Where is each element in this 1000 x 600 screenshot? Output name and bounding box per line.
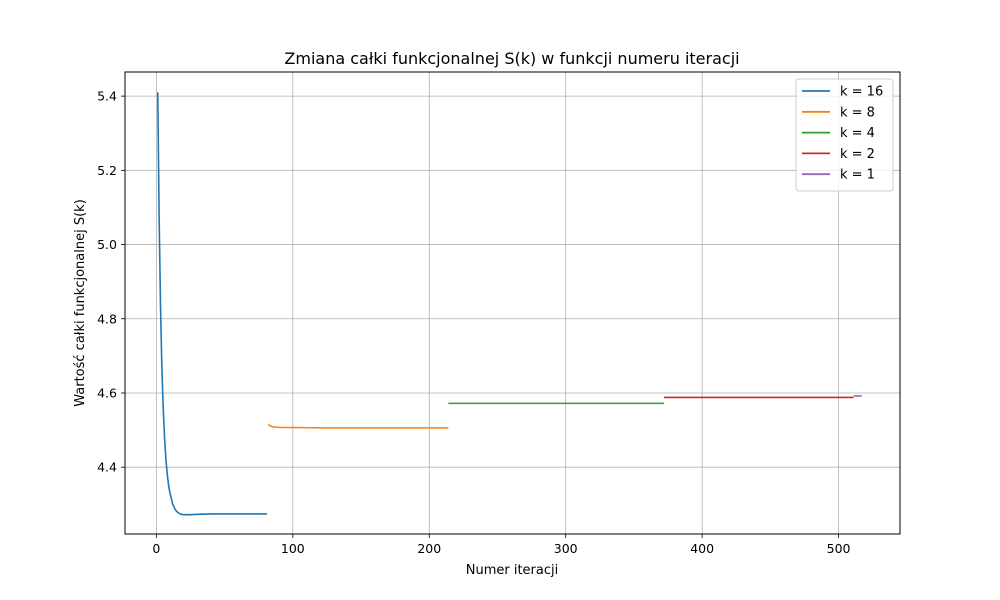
y-tick-label: 4.8	[97, 311, 117, 326]
x-tick-label: 100	[281, 541, 305, 556]
x-tick-label: 400	[690, 541, 714, 556]
x-axis-ticks: 0 100 200 300 400 500	[152, 534, 851, 556]
y-tick-label: 5.0	[97, 237, 117, 252]
legend-label: k = 4	[840, 126, 875, 141]
series-line-k-16	[156, 92, 267, 516]
y-tick-label: 5.2	[97, 163, 117, 178]
y-tick-label: 5.4	[97, 89, 117, 104]
legend-label: k = 2	[840, 147, 875, 162]
chart-title: Zmiana całki funkcjonalnej S(k) w funkcj…	[284, 49, 739, 68]
x-axis-label: Numer iteracji	[466, 563, 559, 578]
y-tick-label: 4.6	[97, 385, 117, 400]
legend-box	[795, 78, 894, 192]
x-tick-label: 500	[827, 541, 851, 556]
y-axis-label: Wartość całki funkcjonalnej S(k)	[73, 199, 88, 407]
x-tick-label: 0	[152, 541, 160, 556]
series-layer	[156, 92, 862, 516]
x-tick-label: 200	[417, 541, 441, 556]
plot-area-frame	[124, 71, 901, 535]
y-axis-ticks: 4.4 4.6 4.8 5.0 5.2 5.4	[97, 89, 125, 475]
legend-label: k = 16	[840, 85, 883, 100]
series-line-k-8	[267, 423, 449, 429]
legend-label: k = 8	[840, 105, 875, 120]
legend-label: k = 1	[840, 168, 875, 183]
grid	[125, 72, 900, 534]
legend: k = 16 k = 8 k = 4 k = 2 k = 1	[795, 78, 894, 192]
y-tick-label: 4.4	[97, 460, 117, 475]
x-tick-label: 300	[554, 541, 578, 556]
